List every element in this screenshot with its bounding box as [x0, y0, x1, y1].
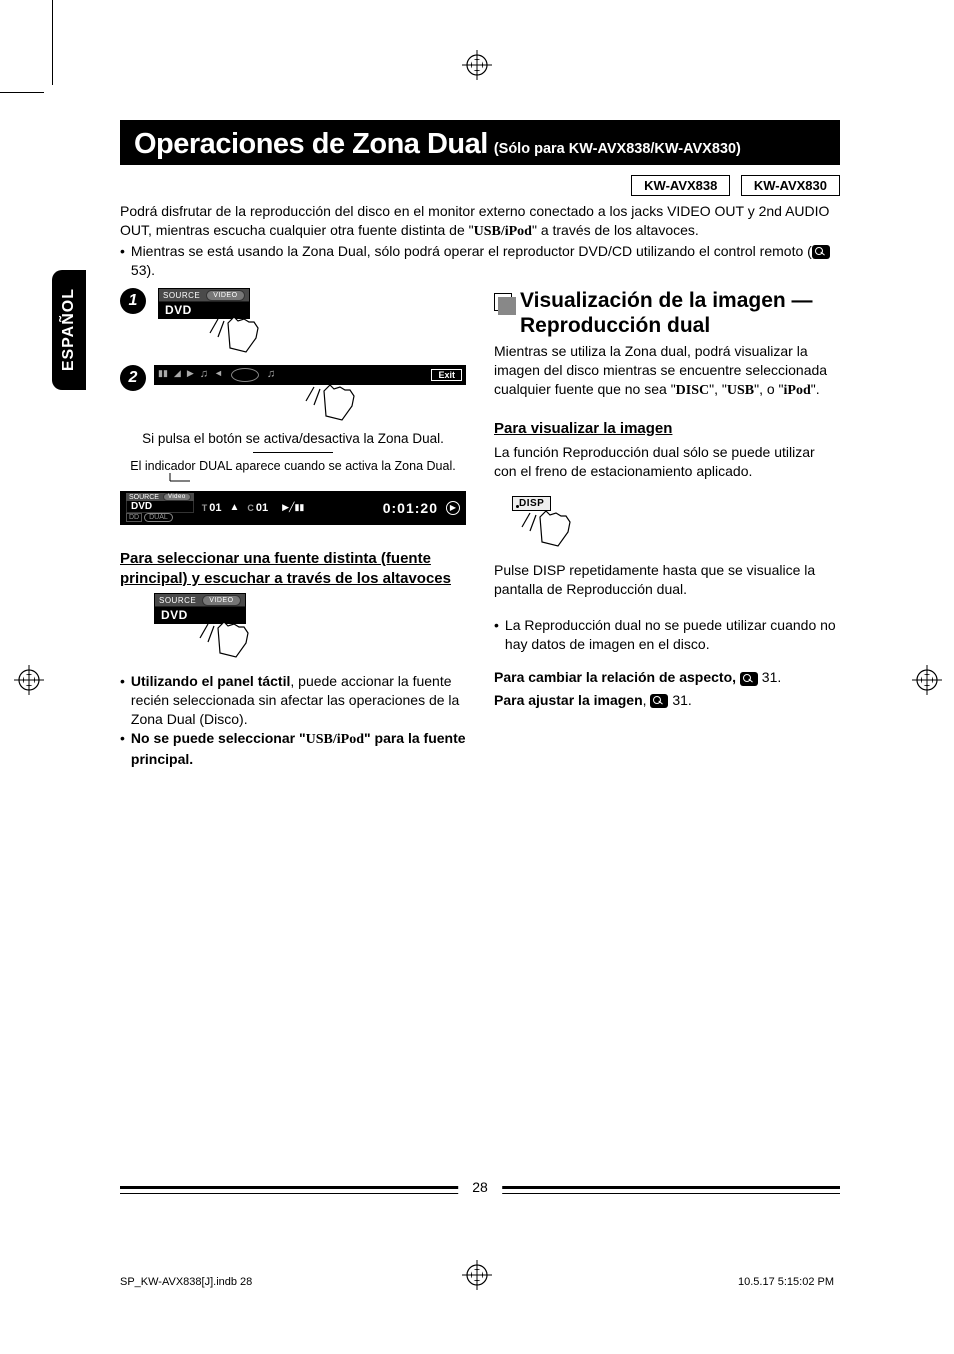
print-meta-right: 10.5.17 5:15:02 PM: [738, 1276, 834, 1288]
toolbar-icon: ▮▮: [158, 368, 168, 382]
crop-reg-right: [912, 665, 942, 700]
intro-usb: USB/iPod: [474, 224, 532, 239]
dual-zone-caption: Si pulsa el botón se activa/desactiva la…: [120, 431, 466, 446]
left-column: 1 SOURCE VIDEO DVD 2: [120, 288, 466, 769]
disp-button-label: DISP: [519, 498, 544, 509]
intro-ref-num: 53: [131, 262, 147, 278]
page-subtitle: (Sólo para KW-AVX838/KW-AVX830): [494, 141, 741, 157]
search-ref-icon: [650, 694, 668, 708]
playback-toolbar: ▮▮ ◢ ▶ ♫ ◄ ♫ Exit: [154, 365, 466, 385]
step-1-badge: 1: [120, 288, 146, 314]
disp-instruction: Pulse DISP repetidamente hasta que se vi…: [494, 561, 840, 599]
list-item: La Reproducción dual no se puede utiliza…: [494, 616, 840, 654]
title-bar: Operaciones de Zona Dual (Sólo para KW-A…: [120, 120, 840, 165]
note-bold: No se puede seleccionar ": [131, 730, 306, 746]
right-notes-list: La Reproducción dual no se puede utiliza…: [494, 616, 840, 654]
music-note-icon: ♫: [267, 368, 275, 382]
select-source-heading: Para seleccionar una fuente distinta (fu…: [120, 549, 466, 590]
divider: [253, 452, 333, 453]
view-image-heading: Para visualizar la imagen: [494, 419, 840, 439]
prev-icon: ◄: [214, 368, 223, 382]
exit-button[interactable]: Exit: [431, 369, 462, 381]
section-box-icon: [494, 293, 512, 311]
note-usb: USB/iPod: [306, 732, 364, 747]
step-2-badge: 2: [120, 365, 146, 391]
playback-time: 0:01:20: [383, 500, 438, 516]
tap-hand-icon: [520, 509, 580, 551]
crop-reg-top: [462, 50, 492, 85]
list-item: Utilizando el panel táctil, puede accion…: [120, 672, 466, 729]
chapter-number: C01: [247, 502, 268, 514]
tap-hand-icon: [304, 383, 364, 425]
page-title: Operaciones de Zona Dual: [134, 128, 488, 161]
crop-reg-left: [14, 665, 44, 700]
adjust-note: Para ajustar la imagen, 31.: [494, 691, 840, 710]
source-value: DVD: [155, 607, 245, 623]
intro-bullet-text: Mientras se está usando la Zona Dual, só…: [131, 243, 812, 259]
tap-hand-icon: [198, 620, 258, 662]
source-label: SOURCE: [159, 596, 196, 605]
source-value: DVD: [126, 501, 194, 513]
crop-rule-tl-h: [0, 92, 44, 93]
language-tab-label: ESPAÑOL: [60, 288, 78, 371]
play-pause-icon: ▶╱▮▮: [282, 502, 304, 513]
search-ref-icon: [812, 245, 830, 259]
repeat-oval-icon: [231, 368, 259, 382]
source-button[interactable]: SOURCE VIDEO DVD: [154, 593, 246, 624]
up-caret-icon: ▲: [229, 502, 239, 513]
dual-status-bar: SOURCE Video DVD DD DUAL T01 ▲ C01 ▶╱▮▮ 0…: [120, 491, 466, 525]
right-heading: Visualización de la imagen — Reproducció…: [520, 288, 840, 338]
dual-indicator-caption: El indicador DUAL aparece cuando se acti…: [120, 459, 466, 473]
disp-button[interactable]: DISP: [512, 496, 551, 511]
model-tags: KW-AVX838 KW-AVX830: [120, 175, 840, 196]
left-notes-list: Utilizando el panel táctil, puede accion…: [120, 672, 466, 768]
right-column: Visualización de la imagen — Reproducció…: [494, 288, 840, 769]
track-number: T01: [202, 502, 222, 514]
dd-badge: DD: [126, 513, 142, 522]
crop-reg-bottom: [462, 1260, 492, 1295]
video-pill: VIDEO: [202, 595, 240, 606]
model-tag: KW-AVX838: [631, 175, 730, 196]
page-number: 28: [458, 1179, 502, 1195]
source-label: SOURCE: [163, 291, 200, 300]
note-bold: Utilizando el panel táctil: [131, 673, 290, 689]
pointer-line-icon: [150, 473, 190, 487]
intro-bullet-end: ).: [146, 262, 155, 278]
bullet-icon: •: [120, 242, 125, 280]
music-note-icon: ♫: [200, 368, 208, 382]
note-text: La Reproducción dual no se puede utiliza…: [505, 616, 840, 654]
video-pill: Video: [163, 493, 191, 501]
dual-badge: DUAL: [144, 513, 173, 522]
source-label: SOURCE: [129, 494, 159, 501]
tap-hand-icon: [208, 315, 268, 357]
play-circle-icon: ▶: [446, 501, 460, 515]
view-image-note: La función Reproducción dual sólo se pue…: [494, 443, 840, 481]
video-pill: VIDEO: [206, 290, 244, 301]
crop-rule-tl-v: [52, 0, 53, 85]
toolbar-icon: ◢: [174, 368, 181, 382]
right-intro: Mientras se utiliza la Zona dual, podrá …: [494, 342, 840, 401]
language-tab: ESPAÑOL: [52, 270, 86, 390]
intro-text: Podrá disfrutar de la reproducción del d…: [120, 202, 840, 280]
toolbar-icon: ▶: [187, 368, 194, 382]
disp-led-icon: [516, 505, 519, 508]
right-heading-row: Visualización de la imagen — Reproducció…: [494, 288, 840, 338]
model-tag: KW-AVX830: [741, 175, 840, 196]
aspect-note: Para cambiar la relación de aspecto, 31.: [494, 668, 840, 687]
list-item: No se puede seleccionar "USB/iPod" para …: [120, 729, 466, 769]
intro-text-b: " a través de los altavoces.: [532, 222, 699, 238]
search-ref-icon: [740, 672, 758, 686]
print-meta-left: SP_KW-AVX838[J].indb 28: [120, 1276, 252, 1288]
